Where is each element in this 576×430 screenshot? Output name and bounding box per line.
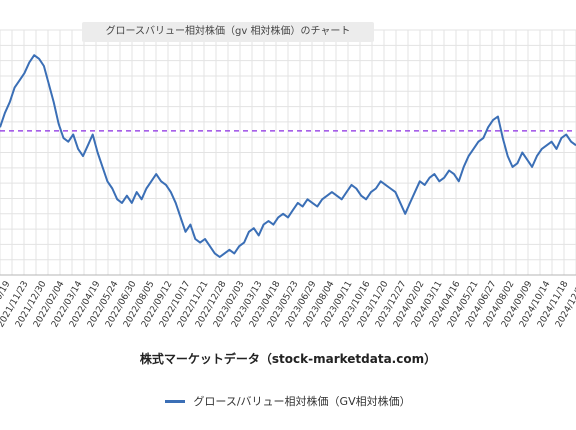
chart-title: グロースバリュー相対株価（gv 相対株価）のチャート	[82, 22, 374, 42]
x-axis-label: 株式マーケットデータ（stock-marketdata.com）	[139, 352, 437, 366]
legend-swatch	[165, 399, 186, 403]
series-line	[0, 54, 576, 258]
legend-label: グロース/バリュー相対株価（GV相対株価）	[193, 395, 411, 408]
legend: グロース/バリュー相対株価（GV相対株価）	[0, 393, 576, 409]
